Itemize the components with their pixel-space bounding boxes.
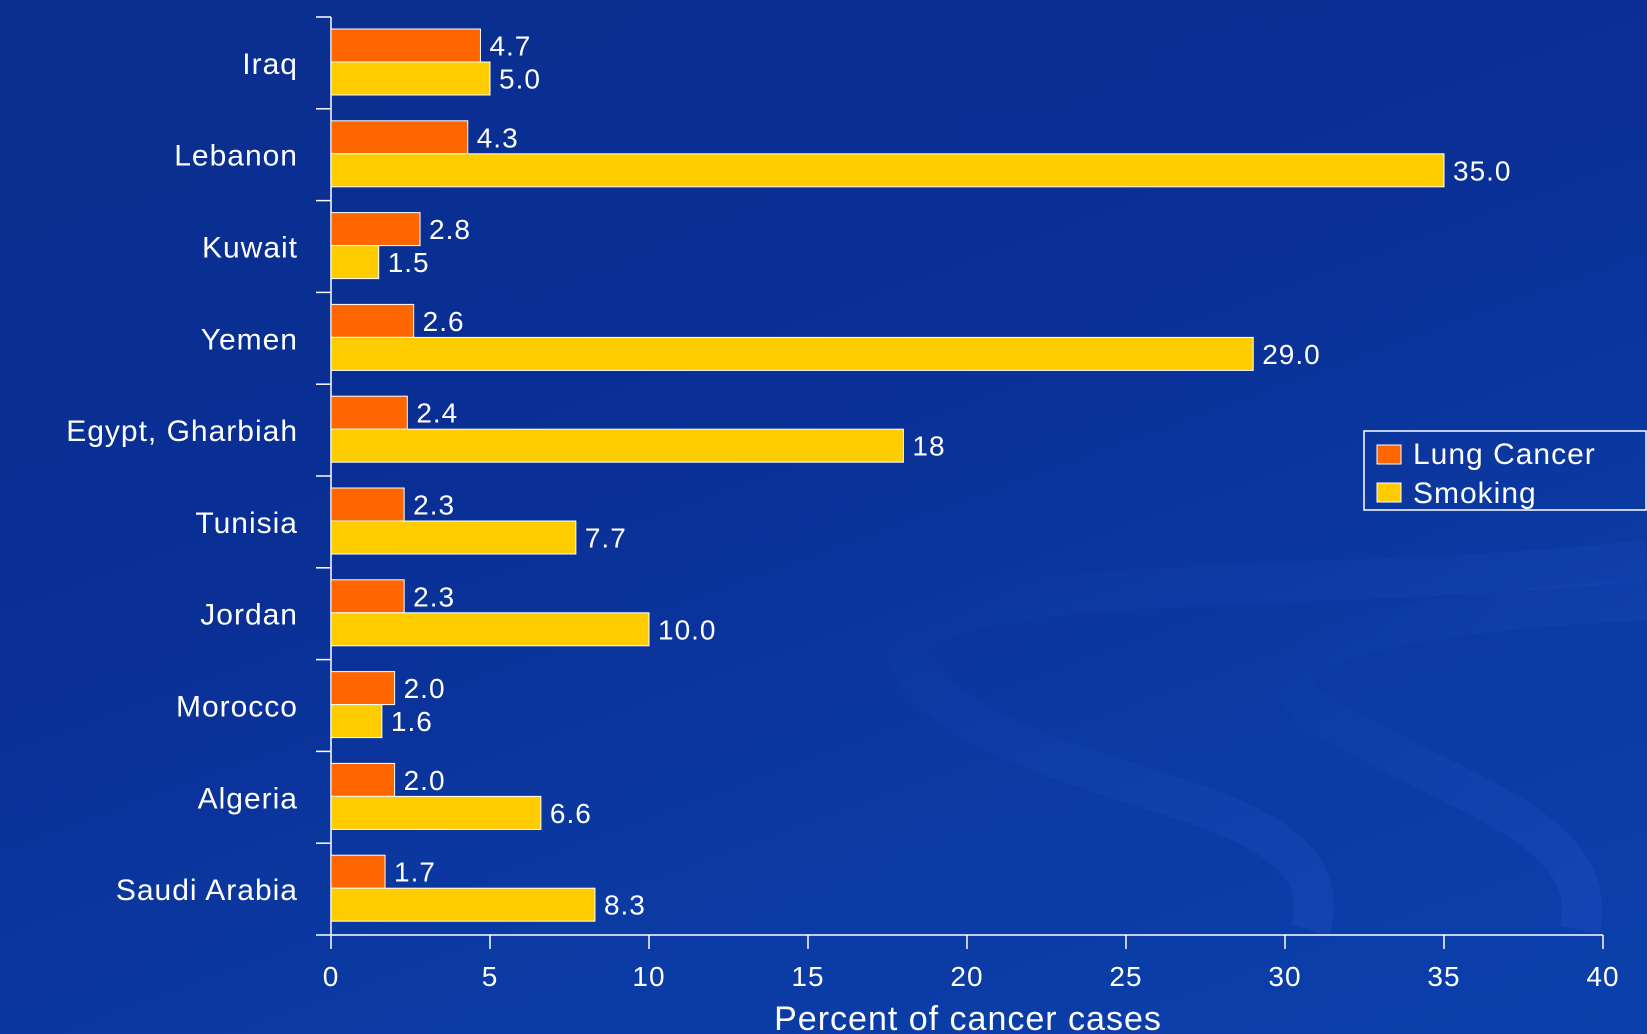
legend-swatch-smoking	[1376, 482, 1402, 503]
bar-lung-cancer	[330, 854, 386, 889]
bar-smoking	[330, 245, 380, 280]
axes: 0 5 10 15 20 25 30 35 40	[316, 16, 1619, 992]
bar-lung-cancer	[330, 579, 405, 614]
legend: Lung Cancer Smoking	[1363, 430, 1647, 511]
x-tick-label: 15	[791, 961, 824, 992]
category-label: Tunisia	[195, 507, 298, 540]
value-label: 8.3	[604, 890, 646, 921]
bar-smoking	[330, 704, 383, 739]
bar-lung-cancer	[330, 212, 421, 247]
value-label: 2.3	[413, 490, 455, 521]
value-label: 5.0	[499, 64, 541, 95]
bar-smoking	[330, 428, 904, 463]
value-label: 2.0	[404, 673, 446, 704]
value-label: 1.7	[394, 857, 436, 888]
bar-lung-cancer	[330, 120, 469, 155]
value-label: 2.4	[416, 398, 458, 429]
value-label: 18	[912, 431, 945, 462]
category-label: Algeria	[198, 782, 298, 815]
category-label: Lebanon	[174, 140, 298, 173]
bar-lung-cancer	[330, 487, 405, 522]
category-label: Kuwait	[202, 232, 298, 265]
value-label: 4.7	[489, 31, 531, 62]
x-tick-label: 35	[1427, 961, 1460, 992]
bar-smoking	[330, 612, 650, 647]
value-label: 4.3	[477, 122, 519, 153]
x-tick-label: 5	[482, 961, 499, 992]
value-label: 2.6	[423, 306, 465, 337]
value-label: 29.0	[1262, 339, 1321, 370]
value-label: 2.3	[413, 581, 455, 612]
value-label: 2.8	[429, 214, 471, 245]
bar-smoking	[330, 795, 542, 830]
x-tick-label: 30	[1268, 961, 1301, 992]
category-label: Yemen	[201, 323, 298, 356]
bar-lung-cancer	[330, 671, 396, 706]
bar-lung-cancer	[330, 28, 481, 63]
x-axis-title: Percent of cancer cases	[774, 1000, 1162, 1034]
bar-lung-cancer	[330, 395, 408, 430]
legend-label-lung-cancer: Lung Cancer	[1413, 438, 1596, 471]
value-label: 10.0	[658, 614, 717, 645]
category-label: Jordan	[200, 599, 298, 632]
x-tick-label: 0	[323, 961, 340, 992]
value-label: 1.5	[388, 247, 430, 278]
category-label: Egypt, Gharbiah	[66, 415, 298, 448]
value-label: 35.0	[1453, 155, 1512, 186]
bar-lung-cancer	[330, 303, 415, 338]
value-label: 6.6	[550, 798, 592, 829]
bar-smoking	[330, 153, 1445, 188]
bar-smoking	[330, 61, 491, 96]
bar-lung-cancer	[330, 762, 396, 797]
x-tick-label: 40	[1586, 961, 1619, 992]
value-label: 7.7	[585, 523, 627, 554]
bar-smoking	[330, 887, 596, 922]
background-swoosh	[889, 540, 1647, 936]
value-label: 2.0	[404, 765, 446, 796]
x-tick-label: 20	[950, 961, 983, 992]
category-label: Iraq	[242, 48, 298, 81]
labels: Iraq 4.75.0 Lebanon 4.3 35.0 Kuwait 2.81.5 Yeme…	[66, 31, 1512, 921]
legend-box	[1363, 430, 1647, 511]
legend-swatch-lung-cancer	[1376, 444, 1402, 465]
x-tick-label: 25	[1109, 961, 1142, 992]
bar-smoking	[330, 336, 1254, 371]
bars	[330, 28, 1445, 922]
category-label: Morocco	[176, 691, 298, 724]
value-label: 1.6	[391, 706, 433, 737]
x-tick-label: 10	[632, 961, 665, 992]
category-label: Saudi Arabia	[116, 874, 298, 907]
bar-smoking	[330, 520, 577, 555]
legend-label-smoking: Smoking	[1413, 477, 1537, 510]
